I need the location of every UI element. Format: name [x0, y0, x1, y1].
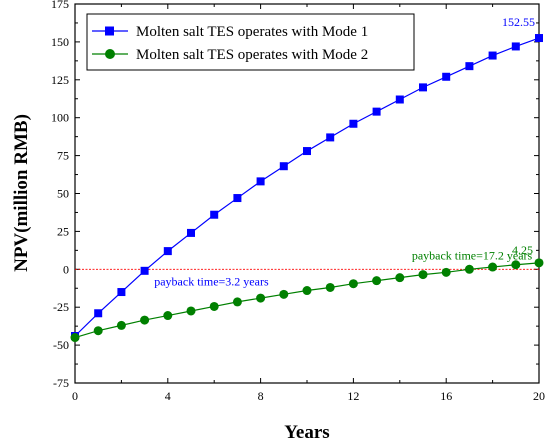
- data-point-mode2: [232, 297, 242, 307]
- annotation-layer: 152.55 payback time=3.2 years payback time…: [154, 15, 535, 288]
- y-tick-label: -25: [53, 300, 69, 314]
- x-tick-label: 12: [347, 389, 359, 403]
- data-point-mode1: [326, 133, 335, 142]
- x-tick-label: 0: [72, 389, 78, 403]
- annotation-label: payback time=3.2 years: [154, 274, 269, 288]
- data-point-mode2: [488, 262, 498, 272]
- data-point-mode2: [511, 260, 521, 270]
- data-point-mode1: [233, 194, 242, 203]
- data-point-mode1: [488, 51, 497, 60]
- data-point-mode1: [163, 247, 172, 256]
- data-point-mode2: [116, 320, 126, 330]
- axis-ticks: -75 -50 -25 0 25 50 75 100 125 150 175 0 4 8 12 16 20: [51, 0, 545, 403]
- data-point-mode1: [256, 177, 265, 186]
- data-point-mode1: [117, 288, 126, 297]
- legend-marker-mode1: [105, 26, 114, 36]
- annotation-label: 152.55: [502, 15, 535, 29]
- y-tick-label: 150: [51, 35, 69, 49]
- legend-marker-mode2: [105, 49, 115, 59]
- data-point-mode2: [464, 264, 474, 274]
- data-point-mode2: [418, 270, 428, 280]
- data-point-mode1: [535, 34, 543, 43]
- x-tick-label: 8: [258, 389, 264, 403]
- y-tick-label: 175: [51, 0, 69, 11]
- data-point-mode1: [140, 266, 149, 275]
- data-point-mode2: [372, 276, 382, 286]
- data-point-mode1: [279, 162, 288, 171]
- legend-box: [86, 13, 415, 71]
- legend: Molten salt TES operates with Mode 1 Mol…: [86, 13, 415, 71]
- data-point-mode2: [186, 306, 196, 316]
- y-tick-label: -50: [53, 338, 69, 352]
- y-tick-label: 0: [63, 262, 69, 276]
- y-axis-title: NPV(million RMB): [11, 114, 32, 272]
- data-point-mode2: [348, 279, 358, 289]
- data-point-mode1: [303, 147, 311, 156]
- annotation-label: payback time=17.2 years: [412, 248, 533, 262]
- data-point-mode2: [279, 289, 289, 299]
- data-point-mode2: [302, 286, 312, 296]
- data-point-mode1: [210, 210, 219, 219]
- data-point-mode2: [70, 333, 80, 343]
- data-point-mode1: [419, 83, 427, 92]
- y-tick-label: 75: [57, 149, 69, 163]
- x-tick-label: 20: [533, 389, 545, 403]
- data-point-mode2: [256, 293, 266, 303]
- data-point-mode2: [163, 311, 173, 321]
- data-point-mode1: [442, 72, 451, 81]
- annotation-label: 4.25: [512, 243, 533, 257]
- data-point-mode2: [209, 301, 219, 311]
- data-point-mode1: [94, 309, 103, 318]
- data-point-mode1: [395, 95, 404, 104]
- series-layer: [70, 34, 544, 343]
- data-point-mode1: [349, 119, 358, 128]
- y-tick-label: 50: [57, 187, 69, 201]
- data-point-mode1: [187, 228, 195, 237]
- data-point-mode1: [511, 42, 520, 51]
- legend-label-mode2: Molten salt TES operates with Mode 2: [136, 47, 368, 63]
- data-point-mode2: [140, 315, 150, 325]
- data-point-mode2: [534, 258, 544, 268]
- x-axis-title: Years: [284, 422, 329, 443]
- data-point-mode2: [325, 282, 335, 292]
- data-point-mode2: [395, 273, 405, 283]
- y-tick-label: 125: [51, 73, 69, 87]
- data-point-mode1: [372, 107, 381, 116]
- data-point-mode2: [441, 267, 451, 277]
- y-tick-label: -75: [53, 376, 69, 390]
- x-tick-label: 16: [440, 389, 452, 403]
- y-tick-label: 100: [51, 111, 69, 125]
- legend-label-mode1: Molten salt TES operates with Mode 1: [136, 24, 368, 40]
- x-tick-label: 4: [165, 389, 171, 403]
- data-point-mode1: [465, 62, 474, 71]
- y-tick-label: 25: [57, 224, 69, 238]
- data-point-mode2: [93, 326, 103, 336]
